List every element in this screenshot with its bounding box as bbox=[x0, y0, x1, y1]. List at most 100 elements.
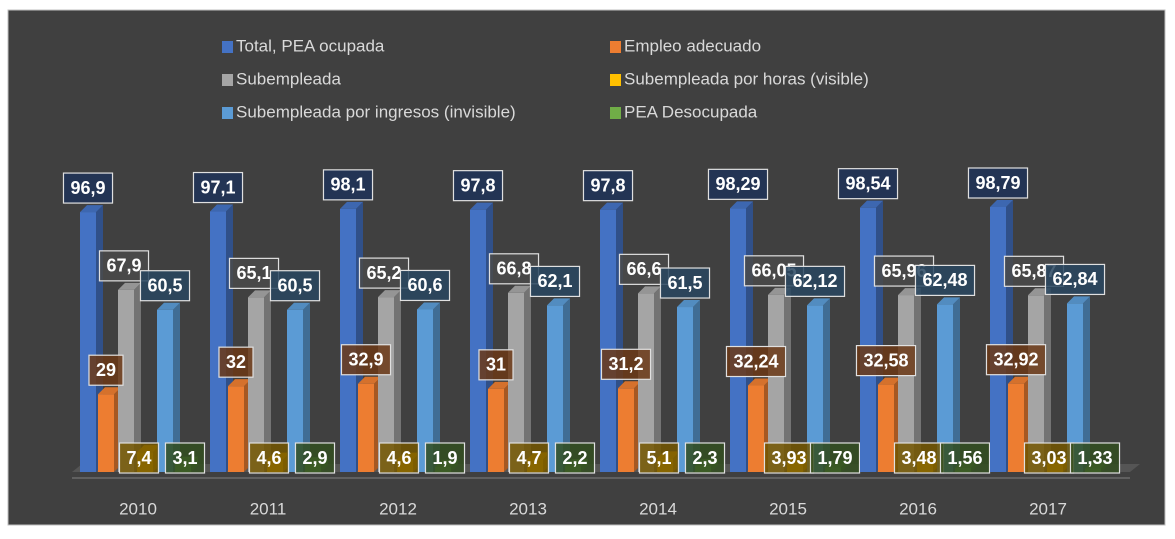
bar bbox=[358, 376, 381, 472]
bar-face bbox=[157, 309, 173, 472]
data-label: 32 bbox=[226, 352, 246, 372]
bar-top bbox=[638, 286, 661, 294]
data-label-box bbox=[837, 168, 899, 200]
bar-top bbox=[118, 282, 141, 290]
data-label-box bbox=[939, 442, 991, 474]
bar-top bbox=[618, 381, 641, 389]
data-label: 62,1 bbox=[537, 271, 572, 291]
bar bbox=[287, 302, 310, 472]
bar-side bbox=[134, 282, 141, 472]
bar-face bbox=[1028, 295, 1044, 472]
bar-top bbox=[990, 200, 1013, 207]
data-label: 4,6 bbox=[386, 448, 411, 468]
bar-top bbox=[340, 201, 363, 209]
bar-face bbox=[210, 211, 226, 472]
bar-face bbox=[860, 207, 876, 473]
data-label: 3,93 bbox=[771, 448, 806, 468]
data-label-box bbox=[914, 264, 976, 297]
data-label: 2,2 bbox=[562, 448, 587, 468]
data-label: 66,6 bbox=[626, 259, 661, 279]
legend-swatch bbox=[222, 74, 233, 86]
bar-side bbox=[823, 298, 830, 472]
legend-label: Subempleada bbox=[236, 69, 341, 88]
data-label-box bbox=[322, 169, 374, 201]
data-label: 32,92 bbox=[993, 349, 1038, 369]
data-label-box bbox=[684, 442, 726, 474]
bar-face bbox=[730, 208, 746, 472]
bar-face bbox=[1067, 303, 1083, 472]
bar-face bbox=[677, 307, 693, 472]
bar bbox=[417, 302, 440, 472]
bar-face bbox=[470, 209, 486, 472]
bar bbox=[1067, 296, 1090, 472]
x-tick-label: 2017 bbox=[1029, 499, 1067, 518]
data-label: 4,6 bbox=[256, 448, 281, 468]
data-label-box bbox=[118, 442, 160, 474]
data-label: 60,5 bbox=[277, 275, 312, 295]
data-label-box bbox=[62, 172, 114, 204]
bar bbox=[508, 285, 531, 472]
data-label-box bbox=[1069, 442, 1121, 474]
data-label: 62,48 bbox=[922, 270, 967, 290]
bar-face bbox=[638, 293, 654, 472]
data-label: 31 bbox=[486, 355, 506, 375]
data-label-box bbox=[1044, 263, 1106, 296]
bar-top bbox=[807, 298, 830, 306]
data-label: 98,29 bbox=[715, 174, 760, 194]
bar-side bbox=[563, 298, 570, 472]
bar-top bbox=[470, 202, 493, 210]
data-label-box bbox=[164, 442, 206, 474]
bar bbox=[248, 290, 271, 472]
data-label: 3,1 bbox=[172, 448, 197, 468]
data-label: 32,58 bbox=[863, 350, 908, 370]
data-label: 5,1 bbox=[646, 448, 671, 468]
bar-side bbox=[433, 302, 440, 472]
data-label: 62,84 bbox=[1052, 269, 1097, 289]
data-label: 1,56 bbox=[947, 448, 982, 468]
bar bbox=[488, 381, 511, 472]
data-label: 60,5 bbox=[147, 275, 182, 295]
data-label: 1,79 bbox=[817, 448, 852, 468]
data-label: 62,12 bbox=[792, 271, 837, 291]
data-label: 1,33 bbox=[1077, 448, 1112, 468]
bar-top bbox=[730, 201, 753, 209]
legend-swatch bbox=[610, 41, 621, 53]
bar-face bbox=[98, 394, 114, 472]
bar-top bbox=[600, 202, 623, 210]
bar-side bbox=[264, 290, 271, 472]
data-label-box bbox=[638, 442, 680, 474]
bar-side bbox=[173, 302, 180, 472]
data-label: 29 bbox=[96, 360, 116, 380]
legend-label: Empleo adecuado bbox=[624, 36, 761, 55]
data-label: 65,2 bbox=[366, 263, 401, 283]
data-label: 1,9 bbox=[432, 448, 457, 468]
bar-top bbox=[1008, 376, 1031, 384]
data-label: 3,03 bbox=[1031, 448, 1066, 468]
bar-face bbox=[488, 388, 504, 472]
x-tick-label: 2015 bbox=[769, 499, 807, 518]
bar-face bbox=[248, 297, 264, 472]
bar-top bbox=[378, 290, 401, 298]
bar bbox=[677, 300, 700, 472]
bar-top bbox=[358, 376, 381, 384]
data-label-box bbox=[294, 442, 336, 474]
data-label-box bbox=[985, 344, 1047, 376]
bar-face bbox=[378, 297, 394, 472]
bar-face bbox=[228, 386, 244, 472]
legend-swatch bbox=[610, 107, 621, 119]
bar-top bbox=[1067, 296, 1090, 304]
data-label-box bbox=[893, 442, 945, 474]
bar-side bbox=[654, 286, 661, 472]
bar-side bbox=[1083, 296, 1090, 472]
data-label: 4,7 bbox=[516, 448, 541, 468]
bar bbox=[898, 288, 921, 472]
data-label-box bbox=[554, 442, 596, 474]
data-label-box bbox=[967, 167, 1029, 199]
data-label: 97,8 bbox=[590, 175, 625, 195]
bar-face bbox=[878, 384, 894, 472]
data-label-box bbox=[192, 171, 244, 204]
x-tick-label: 2011 bbox=[250, 499, 287, 518]
bar-face bbox=[937, 304, 953, 472]
bar-top bbox=[860, 200, 883, 208]
bar bbox=[547, 298, 570, 472]
